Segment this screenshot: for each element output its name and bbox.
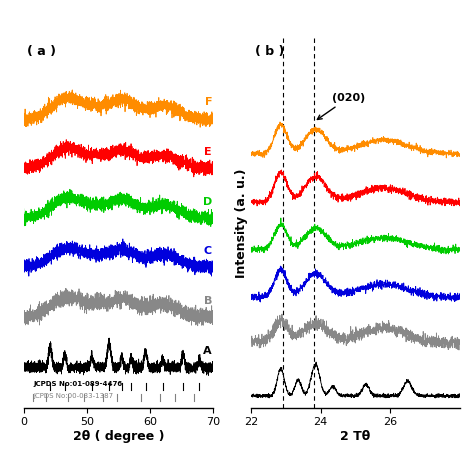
- Text: C: C: [204, 246, 212, 256]
- Text: B: B: [204, 296, 212, 306]
- Text: A: A: [203, 346, 212, 356]
- Text: E: E: [204, 147, 212, 157]
- Text: ( a ): ( a ): [27, 46, 56, 58]
- Text: JCPDS No:00-033-1387: JCPDS No:00-033-1387: [33, 393, 113, 399]
- X-axis label: 2θ ( degree ): 2θ ( degree ): [73, 430, 164, 443]
- Y-axis label: Intensity (a. u.): Intensity (a. u.): [236, 168, 248, 278]
- X-axis label: 2 Tθ: 2 Tθ: [340, 430, 371, 443]
- Text: F: F: [205, 97, 212, 108]
- Text: D: D: [203, 197, 212, 207]
- Text: JCPDS No:01-089-4476: JCPDS No:01-089-4476: [33, 381, 122, 387]
- Text: ( b ): ( b ): [255, 46, 285, 58]
- Text: (020): (020): [318, 93, 365, 119]
